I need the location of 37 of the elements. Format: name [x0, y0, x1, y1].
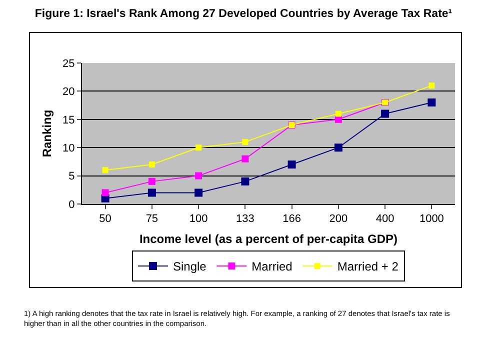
- point: [381, 110, 390, 118]
- y-tick-label: 10: [62, 142, 75, 154]
- point: [196, 144, 202, 151]
- point: [428, 82, 435, 89]
- point: [241, 177, 250, 186]
- point: [242, 155, 249, 162]
- x-tick-label: 200: [329, 213, 348, 226]
- x-tick-label: 75: [146, 213, 158, 226]
- x-tick-label: 166: [282, 213, 301, 226]
- x-tick-label: 400: [376, 213, 394, 226]
- legend-label: Married + 2: [337, 260, 399, 274]
- point: [148, 178, 156, 185]
- point: [102, 189, 109, 196]
- point: [428, 98, 436, 106]
- point: [288, 160, 296, 169]
- y-tick-label: 5: [68, 170, 75, 183]
- point: [195, 172, 202, 180]
- y-tick-label: 20: [62, 86, 75, 98]
- point: [242, 138, 248, 145]
- chart-title: Figure 1: Israel's Rank Among 27 Developed Countries by Average Tax Rate¹: [34, 8, 454, 20]
- y-axis-title: Ranking: [40, 110, 54, 158]
- x-tick-label: 100: [189, 213, 208, 226]
- x-tick-label: 1000: [419, 213, 444, 226]
- point: [334, 144, 342, 152]
- x-axis-title: Income level (as a percent of per-capita GDP): [139, 232, 398, 246]
- point: [148, 188, 156, 197]
- point: [102, 167, 108, 174]
- x-tick-label: 50: [99, 213, 112, 226]
- point: [148, 162, 155, 168]
- y-tick-label: 25: [62, 58, 75, 70]
- x-tick-label: 133: [236, 213, 254, 226]
- point: [194, 188, 203, 197]
- legend-label: Single: [173, 260, 207, 274]
- y-tick-label: 0: [68, 198, 75, 211]
- legend-label: Married: [252, 260, 292, 274]
- y-tick-label: 15: [62, 114, 75, 126]
- point: [335, 110, 342, 117]
